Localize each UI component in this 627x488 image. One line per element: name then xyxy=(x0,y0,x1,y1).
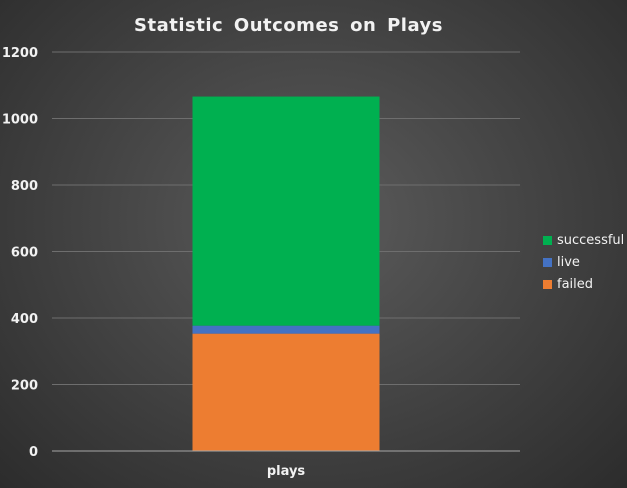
legend-swatch xyxy=(543,279,552,289)
legend: successful live failed xyxy=(543,229,624,295)
legend-item-failed: failed xyxy=(543,273,624,295)
y-tick-label: 600 xyxy=(11,246,38,261)
legend-swatch xyxy=(543,235,552,245)
bar-segment-live xyxy=(192,325,380,334)
legend-item-live: live xyxy=(543,251,624,273)
y-tick-label: 200 xyxy=(11,379,38,394)
legend-label: live xyxy=(557,254,580,270)
bar-segment-successful xyxy=(192,96,380,326)
legend-swatch xyxy=(543,257,552,267)
legend-label: failed xyxy=(557,276,594,292)
legend-label: successful xyxy=(557,232,625,248)
x-tick-label: plays xyxy=(267,464,306,479)
y-tick-label: 1000 xyxy=(2,113,38,128)
y-tick-label: 1200 xyxy=(2,46,38,61)
y-tick-label: 0 xyxy=(29,445,38,460)
bar-segment-failed xyxy=(192,333,380,451)
chart-title: Statistic Outcomes on Plays xyxy=(134,15,443,36)
legend-item-successful: successful xyxy=(543,229,624,251)
y-tick-label: 800 xyxy=(11,179,38,194)
y-tick-label: 400 xyxy=(11,312,38,327)
